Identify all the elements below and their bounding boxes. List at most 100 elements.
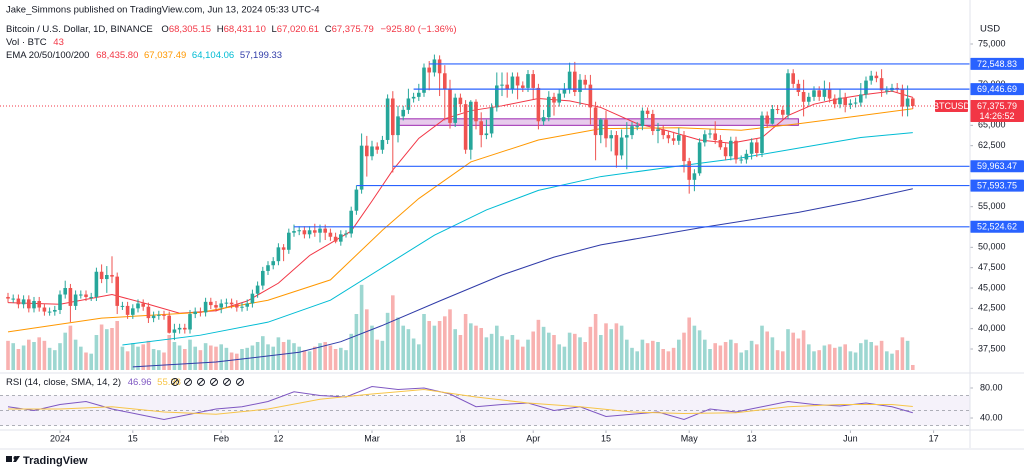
volume-bar [697,330,702,370]
candle-body [422,67,426,93]
volume-value: 43 [53,37,64,48]
volume-bar [162,352,166,370]
candle-body [531,74,536,88]
volume-bar [463,314,468,370]
volume-bar [183,349,187,370]
candle-body [552,96,556,103]
brand: TradingView [23,455,88,467]
volume-bar [781,351,785,370]
volume-bar [557,344,562,370]
volume-bar [692,325,697,370]
volume-bar [869,342,874,370]
volume-bar [765,331,770,370]
level-tag-label: 69,446.69 [977,84,1017,94]
volume-bar [801,330,806,370]
candle-body [391,98,395,136]
volume-bar [718,345,723,370]
candle-body [775,109,780,111]
volume-bar [120,346,125,370]
y-tick-label: 62,500 [978,140,1006,150]
candle-body [526,74,530,88]
volume-bar [755,344,759,370]
volume-bar [531,331,536,370]
x-tick-label: May [681,433,699,443]
ema-value: 57,199.33 [240,50,282,61]
volume-bar [775,350,780,370]
x-tick-label: Jun [843,433,858,443]
candle-body [32,301,36,309]
candle-body [864,80,868,95]
volume-bar [677,339,681,370]
rsi-y-tick-label: 40.00 [980,412,1003,422]
volume-bar [687,317,692,370]
volume-bar [682,332,686,370]
candle-body [359,145,364,190]
ohlc-value: 68,305.15 [169,24,211,35]
candle-body [801,91,806,102]
volume-bar [281,342,286,370]
candle-body [427,67,432,73]
rsi-sma-value: 55.38 [157,377,181,388]
candle-body [547,96,551,118]
candle-body [682,135,686,162]
candle-body [588,84,593,108]
level-tag [970,220,1024,233]
candle-body [344,233,348,235]
volume-bar [671,347,676,370]
volume-bar [885,351,889,370]
volume-bar [417,344,421,370]
candle-body [838,97,842,105]
volume-bar [443,316,447,370]
volume-bar [391,295,395,370]
candle-body [786,73,790,115]
volume-bar [448,309,452,370]
volume-bar [510,335,515,370]
volume-bar [739,352,744,370]
volume-bar [53,350,57,370]
candle-body [469,101,473,150]
symbol-tag-label: BTCUSD [933,101,971,111]
volume-bar [136,346,140,370]
candle-body [619,137,624,156]
volume-bar [307,351,312,370]
volume-bar [536,319,541,370]
candle-body [432,59,437,73]
level-tag [970,83,1024,96]
volume-bar [749,340,754,370]
candle-body [375,146,380,150]
volume-bar [359,284,364,370]
volume-bar [146,340,151,370]
volume-bar [833,347,837,370]
candle-body [214,305,218,308]
candle-body [125,305,130,315]
candle-body [781,109,785,115]
volume-bar [609,329,614,370]
candle-body [333,236,338,242]
ohlc-value: 68,431.10 [224,24,266,35]
volume-bar [505,339,510,370]
candle-body [666,135,671,139]
candle-body [63,288,68,295]
volume-title: Vol · BTC [6,37,47,48]
price-tag-label: 67,375.79 [977,101,1017,111]
candle-body [911,98,915,107]
ohlc-letter: L [272,24,277,35]
candle-body [328,232,333,237]
volume-bar [333,349,338,370]
candle-body [630,126,634,136]
level-tag [970,179,1024,192]
volume-bar [437,321,442,370]
volume-bar [84,352,88,370]
publisher: Jake_Simmons published on TradingView.co… [6,5,320,16]
volume-bar [172,342,177,370]
candle-body [183,327,187,330]
volume-bar [588,326,593,370]
candle-body [177,327,182,330]
volume-bar [344,350,348,370]
candle-body [255,285,260,294]
candle-body [380,139,385,150]
volume-bar [339,347,343,370]
candle-body [411,96,416,99]
volume-bar [115,321,120,370]
candle-body [318,228,322,233]
